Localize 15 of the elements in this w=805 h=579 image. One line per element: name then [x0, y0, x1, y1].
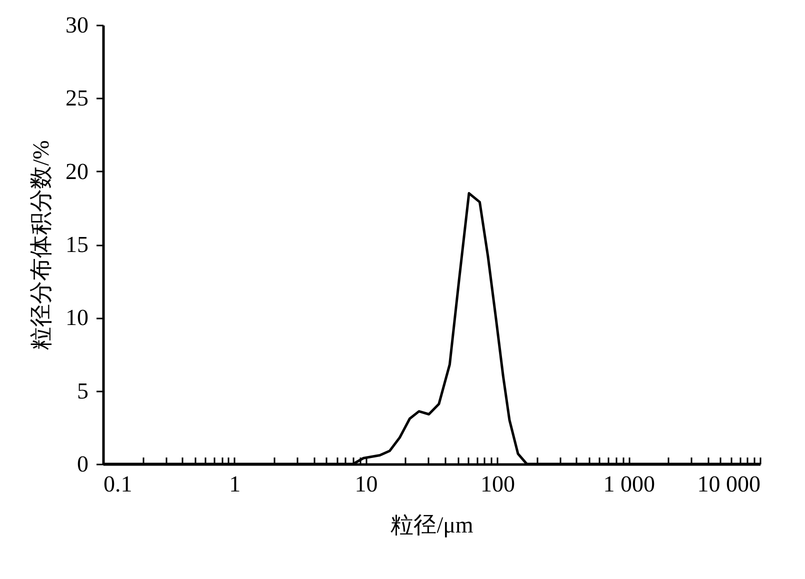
y-tick-label: 30 — [66, 12, 88, 38]
y-tick-label: 15 — [66, 232, 88, 257]
y-tick-label: 10 — [66, 305, 88, 330]
x-tick-label: 100 — [480, 472, 515, 496]
y-tick-label: 5 — [77, 378, 88, 404]
x-tick-label: 10 — [354, 472, 378, 496]
y-tick-label: 25 — [66, 86, 88, 111]
x-tick-label: 0.1 — [104, 472, 132, 496]
x-axis-title: 粒径/μm — [390, 512, 474, 538]
x-tick-label: 1 000 — [603, 472, 655, 496]
y-axis-title: 粒径分布体积分数/% — [28, 140, 54, 350]
x-tick-label: 10 000 — [697, 472, 760, 496]
y-tick-label: 20 — [66, 158, 88, 184]
x-tick-label: 1 — [229, 472, 241, 496]
y-tick-label: 0 — [77, 452, 88, 476]
